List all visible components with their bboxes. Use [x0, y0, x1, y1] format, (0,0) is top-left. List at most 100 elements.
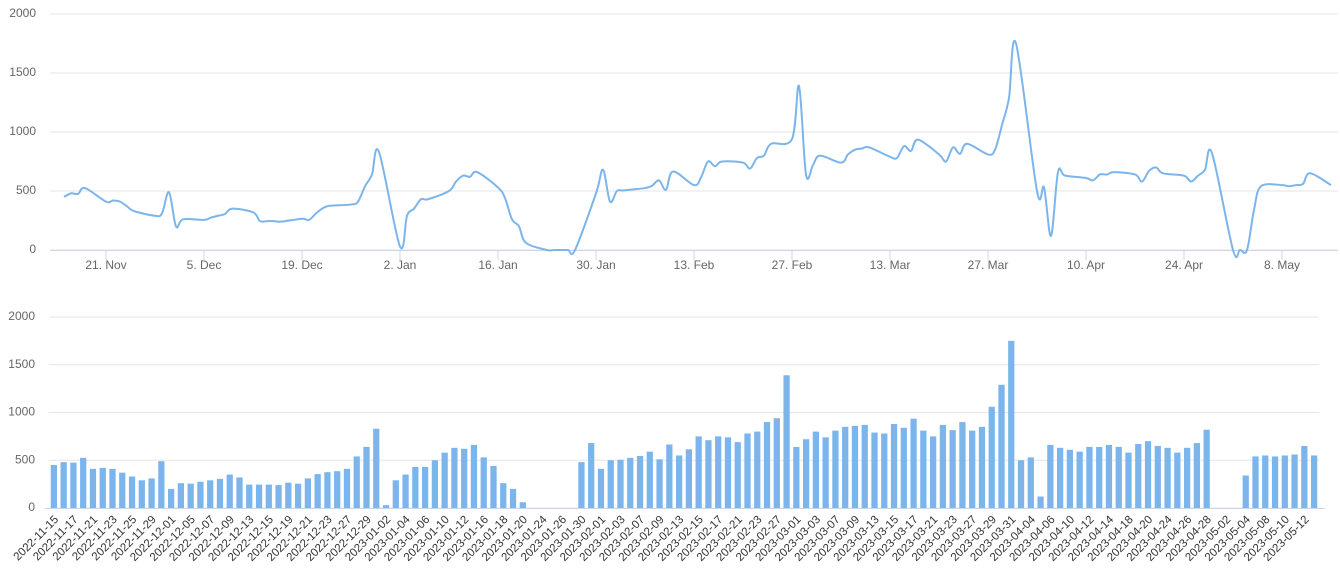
bar: [929, 436, 937, 508]
bar: [490, 465, 497, 508]
bar: [509, 488, 517, 508]
bar: [607, 460, 614, 508]
x-tick-label: 2. Jan: [384, 258, 417, 272]
y-tick-label: 2000: [9, 6, 36, 20]
bar: [1125, 452, 1132, 508]
bar: [715, 436, 722, 508]
bar: [1144, 441, 1152, 508]
bar: [304, 478, 312, 508]
bar: [353, 456, 360, 508]
x-tick-label: 30. Jan: [576, 258, 615, 272]
bar: [754, 431, 761, 508]
bar: [109, 468, 116, 508]
bar: [402, 474, 409, 508]
bar: [656, 459, 663, 508]
bar: [246, 484, 253, 508]
bar: [900, 427, 907, 508]
bar: [412, 466, 419, 508]
x-tick-label: 13. Feb: [674, 258, 715, 272]
bar: [128, 476, 136, 508]
bar: [226, 474, 233, 508]
bar: [802, 439, 810, 508]
bar: [1291, 454, 1298, 508]
x-tick-label: 5. Dec: [187, 258, 222, 272]
bar: [685, 449, 693, 508]
bar: [871, 432, 878, 508]
bar: [343, 468, 351, 508]
y-tick-label: 1500: [8, 357, 35, 371]
bar: [80, 457, 87, 508]
y-tick-label: 0: [28, 500, 35, 514]
bar: [1193, 443, 1201, 508]
bar: [822, 437, 829, 508]
bar: [265, 484, 272, 508]
bar: [314, 474, 321, 508]
bar: [910, 418, 917, 508]
bar: [1183, 447, 1191, 508]
y-tick-label: 1000: [8, 405, 35, 419]
x-tick-label: 27. Mar: [968, 258, 1009, 272]
bar: [451, 447, 458, 508]
bar: [294, 483, 302, 508]
bar: [275, 485, 282, 508]
bar: [949, 430, 956, 508]
bar: [1301, 445, 1308, 508]
bar: [197, 481, 204, 508]
bar: [988, 406, 995, 508]
bar: [1027, 457, 1034, 508]
bar: [627, 457, 634, 508]
bar: [724, 437, 732, 508]
bar: [636, 455, 644, 508]
bar: [500, 483, 507, 508]
bar: [832, 430, 839, 508]
bar: [480, 457, 487, 508]
bar: [842, 426, 849, 508]
y-tick-label: 2000: [8, 309, 35, 323]
bar: [1135, 444, 1142, 508]
bar: [285, 482, 292, 508]
bar: [939, 424, 947, 508]
x-tick-label: 27. Feb: [772, 258, 813, 272]
bar: [812, 431, 820, 508]
bar: [773, 418, 780, 508]
bar: [158, 461, 165, 508]
bar: [1037, 496, 1044, 508]
bar: [334, 471, 341, 508]
bar: [1076, 451, 1083, 508]
x-tick-label: 21. Nov: [85, 258, 126, 272]
bar: [1310, 455, 1318, 508]
x-tick-label: 19. Dec: [281, 258, 322, 272]
x-tick-label: 24. Apr: [1165, 258, 1203, 272]
bar: [470, 444, 478, 508]
bar: [646, 451, 653, 508]
bar: [207, 480, 214, 508]
y-tick-label: 500: [16, 183, 36, 197]
y-tick-label: 1000: [9, 124, 36, 138]
bar: [959, 422, 966, 508]
bar: [1017, 460, 1025, 508]
bar: [119, 472, 126, 508]
bar: [461, 448, 468, 508]
bar: [851, 425, 859, 508]
x-tick-label: 16. Jan: [478, 258, 517, 272]
bar: [881, 433, 888, 508]
bar: [969, 430, 976, 508]
bar: [1281, 455, 1288, 508]
bar: [734, 442, 741, 508]
y-tick-label: 0: [29, 242, 36, 256]
bar: [1164, 447, 1171, 508]
bar: [50, 465, 58, 508]
y-tick-label: 1500: [9, 65, 36, 79]
bar: [167, 488, 175, 508]
bar: [1271, 456, 1279, 508]
bar: [978, 426, 986, 508]
bar: [363, 446, 370, 508]
bar: [1105, 444, 1113, 508]
bar: [998, 384, 1005, 508]
bar: [783, 375, 790, 508]
bar: [1174, 452, 1181, 508]
bar: [1154, 445, 1161, 508]
bar: [216, 478, 224, 508]
bar: [519, 502, 526, 508]
